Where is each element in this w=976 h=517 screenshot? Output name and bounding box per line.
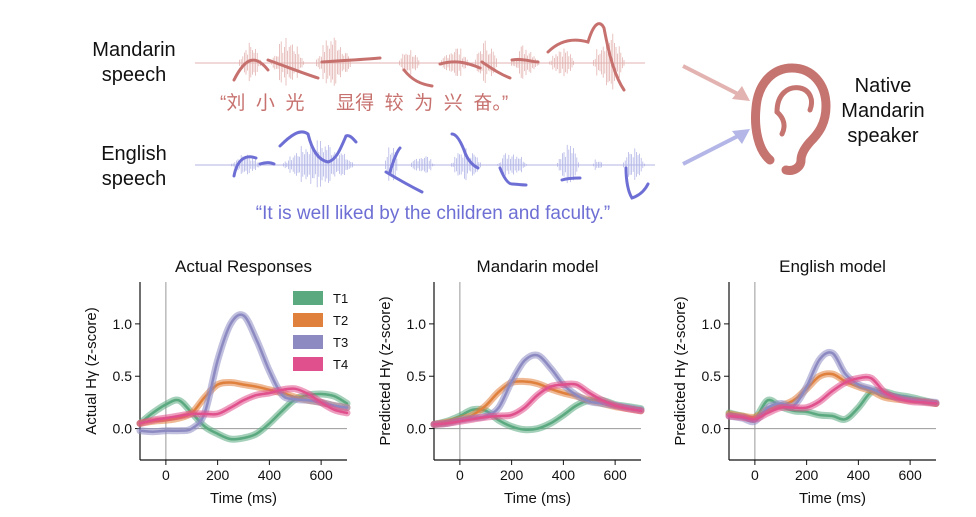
legend-swatch-t2: [293, 313, 323, 327]
series-line-t4: [138, 387, 349, 425]
chart-legend: T1 T2 T3 T4: [293, 291, 348, 372]
mandarin-arrow: [682, 64, 750, 101]
x-tick-label: 0: [162, 467, 170, 483]
english-pitch-contours: [232, 130, 650, 200]
x-tick-label: 600: [603, 467, 627, 483]
legend-swatch-t4: [293, 357, 323, 371]
english-arrow: [682, 129, 750, 166]
y-tick-label: 1.0: [702, 316, 722, 332]
x-tick-label: 200: [206, 467, 230, 483]
x-tick-label: 0: [456, 467, 464, 483]
english-sentence: “It is well liked by the children and fa…: [256, 203, 610, 224]
listener-label-line3: speaker: [847, 125, 918, 147]
legend-label-t2: T2: [333, 313, 348, 328]
x-tick-label: 400: [847, 467, 871, 483]
y-tick-label: 0.0: [702, 421, 722, 437]
mandarin-label-line1: Mandarin: [92, 39, 175, 61]
chart-title: English model: [779, 257, 886, 276]
mandarin-waveform: [195, 33, 645, 90]
y-tick-label: 0.5: [113, 368, 133, 384]
chart-english-model: English model 0 200 400 600 0.0 0.5 1.0 Time (ms…: [672, 257, 940, 507]
x-tick-label: 200: [500, 467, 524, 483]
y-tick-label: 0.5: [702, 368, 722, 384]
y-tick-label: 0.0: [407, 421, 427, 437]
legend-swatch-t3: [293, 335, 323, 349]
english-label-line2: speech: [102, 168, 167, 190]
legend-swatch-t1: [293, 291, 323, 305]
english-waveform: [195, 140, 655, 188]
listener-label-line2: Mandarin: [841, 100, 924, 122]
series-line-t4: [727, 375, 938, 421]
ear-icon: [751, 63, 831, 175]
y-axis-label: Actual Hγ (z-score): [83, 307, 100, 435]
x-tick-label: 400: [552, 467, 576, 483]
listener-label-line1: Native: [855, 75, 912, 97]
y-axis-label: Predicted Hγ (z-score): [377, 296, 394, 445]
series-line-t3: [138, 313, 349, 433]
x-tick-label: 600: [309, 467, 333, 483]
x-axis-label: Time (ms): [799, 490, 866, 507]
x-axis-label: Time (ms): [210, 490, 277, 507]
y-tick-label: 0.5: [407, 368, 427, 384]
y-axis-label: Predicted Hγ (z-score): [672, 296, 689, 445]
chart-title: Mandarin model: [477, 257, 599, 276]
series-line-t4: [432, 382, 643, 426]
x-tick-label: 400: [258, 467, 282, 483]
legend-label-t3: T3: [333, 335, 348, 350]
mandarin-sentence: “刘 小 光 显得 较 为 兴 奋。”: [220, 92, 508, 114]
x-axis-label: Time (ms): [504, 490, 571, 507]
chart-mandarin-model: Mandarin model 0 200 400 600 0.0 0.5 1.0 Time (m…: [377, 257, 645, 507]
mandarin-pitch-contours: [232, 22, 626, 92]
stimulus-schematic: Mandarin speech “刘 小 光 显得 较 为 兴 奋。” Engl…: [92, 22, 925, 224]
english-label-line1: English: [101, 143, 167, 165]
x-tick-label: 600: [898, 467, 922, 483]
chart-title: Actual Responses: [175, 257, 312, 276]
y-tick-label: 1.0: [407, 316, 427, 332]
legend-label-t1: T1: [333, 291, 348, 306]
y-tick-label: 1.0: [113, 316, 133, 332]
mandarin-label-line2: speech: [102, 64, 167, 86]
y-tick-label: 0.0: [113, 421, 133, 437]
x-tick-label: 0: [751, 467, 759, 483]
x-tick-label: 200: [795, 467, 819, 483]
legend-label-t4: T4: [333, 357, 348, 372]
chart-actual-responses: Actual Responses 0 200 400 600 0.0 0.5 1.0 Time …: [83, 257, 351, 507]
